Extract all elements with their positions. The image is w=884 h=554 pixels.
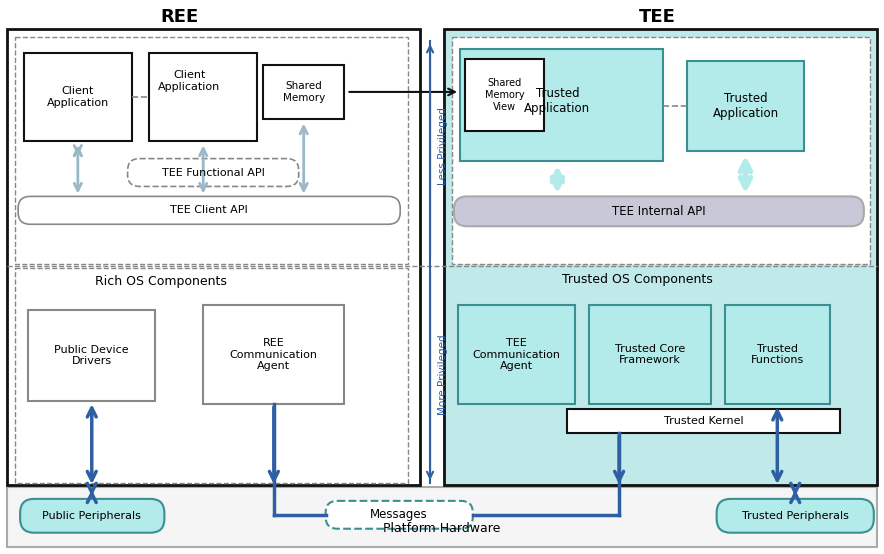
Text: Trusted Core
Framework: Trusted Core Framework: [615, 344, 685, 366]
Text: Messages: Messages: [370, 509, 428, 521]
FancyBboxPatch shape: [325, 501, 473, 529]
FancyBboxPatch shape: [458, 305, 575, 404]
Text: Trusted
Functions: Trusted Functions: [751, 344, 804, 366]
Text: Public Device
Drivers: Public Device Drivers: [55, 345, 129, 366]
FancyBboxPatch shape: [7, 29, 420, 485]
FancyBboxPatch shape: [263, 65, 345, 119]
FancyBboxPatch shape: [19, 197, 400, 224]
Text: Shared
Memory
View: Shared Memory View: [484, 78, 524, 111]
Text: Public Peripherals: Public Peripherals: [42, 511, 141, 521]
Text: More Privileged: More Privileged: [438, 334, 448, 415]
FancyBboxPatch shape: [127, 158, 299, 187]
Text: Trusted
Application: Trusted Application: [524, 87, 591, 115]
Text: Trusted Kernel: Trusted Kernel: [664, 416, 743, 426]
Text: Shared
Memory: Shared Memory: [283, 81, 324, 102]
FancyBboxPatch shape: [452, 37, 870, 264]
FancyBboxPatch shape: [725, 305, 830, 404]
FancyBboxPatch shape: [444, 29, 877, 485]
Text: Trusted OS Components: Trusted OS Components: [561, 274, 713, 286]
FancyBboxPatch shape: [454, 197, 864, 226]
Text: TEE: TEE: [638, 8, 675, 26]
Text: Rich OS Components: Rich OS Components: [95, 275, 227, 289]
Text: REE: REE: [160, 8, 198, 26]
FancyBboxPatch shape: [149, 53, 257, 141]
FancyBboxPatch shape: [590, 305, 711, 404]
FancyBboxPatch shape: [460, 49, 663, 161]
FancyBboxPatch shape: [24, 53, 132, 141]
Text: TEE
Communication
Agent: TEE Communication Agent: [473, 338, 560, 371]
Text: TEE Client API: TEE Client API: [171, 206, 248, 216]
Text: Client
Application: Client Application: [158, 70, 220, 92]
FancyBboxPatch shape: [465, 59, 545, 131]
FancyBboxPatch shape: [203, 305, 345, 404]
Text: Trusted
Application: Trusted Application: [713, 92, 779, 120]
FancyBboxPatch shape: [20, 499, 164, 533]
Text: TEE Internal API: TEE Internal API: [612, 205, 705, 218]
FancyBboxPatch shape: [568, 409, 840, 433]
FancyBboxPatch shape: [687, 61, 804, 151]
Text: Client
Application: Client Application: [47, 86, 109, 107]
FancyBboxPatch shape: [15, 268, 408, 483]
FancyBboxPatch shape: [15, 37, 408, 264]
Text: TEE Functional API: TEE Functional API: [162, 167, 264, 177]
Text: REE
Communication
Agent: REE Communication Agent: [230, 338, 318, 371]
Text: Less Privileged: Less Privileged: [438, 107, 448, 184]
Text: Trusted Peripherals: Trusted Peripherals: [742, 511, 849, 521]
FancyBboxPatch shape: [28, 310, 156, 402]
FancyBboxPatch shape: [7, 487, 877, 547]
Text: Platform Hardware: Platform Hardware: [384, 522, 500, 535]
FancyBboxPatch shape: [717, 499, 873, 533]
